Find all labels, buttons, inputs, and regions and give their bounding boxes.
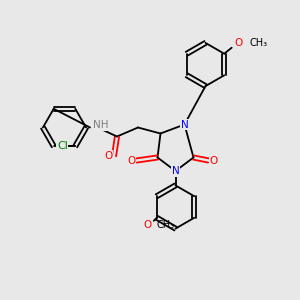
Text: CH₃: CH₃ <box>157 220 175 230</box>
Text: N: N <box>181 119 188 130</box>
Text: O: O <box>104 151 113 161</box>
Text: NH: NH <box>93 120 108 130</box>
Text: Cl: Cl <box>57 141 68 151</box>
Text: CH₃: CH₃ <box>250 38 268 48</box>
Text: N: N <box>172 166 179 176</box>
Text: O: O <box>235 38 243 48</box>
Text: O: O <box>127 155 135 166</box>
Text: O: O <box>143 220 151 230</box>
Text: O: O <box>210 155 218 166</box>
